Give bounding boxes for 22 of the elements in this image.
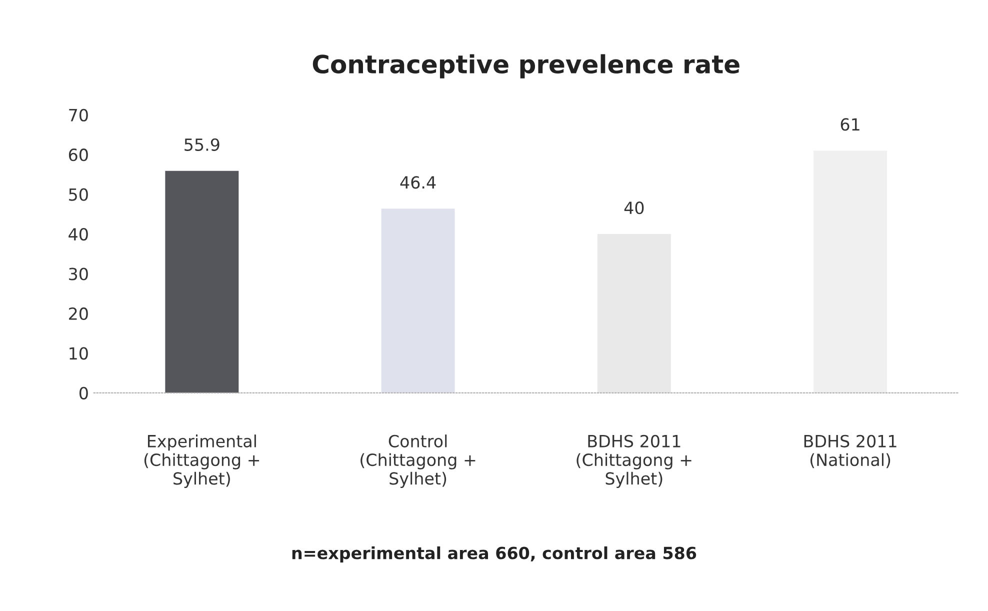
y-tick-label: 30 [69, 268, 88, 280]
bar [814, 150, 888, 393]
y-tick-label: 40 [68, 228, 88, 241]
text: n=experimental area 660, control area 586 [292, 546, 696, 563]
bar [381, 208, 455, 393]
x-tick-label: BDHS 2011 (Chittagong + Sylhet) [576, 434, 692, 488]
y-tick-label: 0 [79, 386, 88, 400]
y-tick-label: 70 [69, 108, 88, 122]
y-tick-label: 60 [68, 148, 88, 162]
bar [165, 170, 239, 393]
y-tick-label: 50 [69, 188, 88, 201]
data-label: 40 [624, 202, 644, 214]
x-tick-label: Control (Chittagong + Sylhet) [360, 434, 476, 488]
bar [597, 234, 671, 393]
y-tick-label: 20 [69, 307, 88, 320]
data-label: 55.9 [184, 138, 220, 151]
chart-title: Contraceptive prevelence rate [312, 54, 740, 78]
data-label: 46.4 [400, 176, 436, 189]
y-tick-label: 10 [70, 347, 88, 360]
x-tick-label: BDHS 2011 (National) [804, 434, 896, 468]
data-label: 61 [840, 118, 860, 131]
x-tick-label: Experimental (Chittagong + Sylhet) [144, 434, 260, 488]
